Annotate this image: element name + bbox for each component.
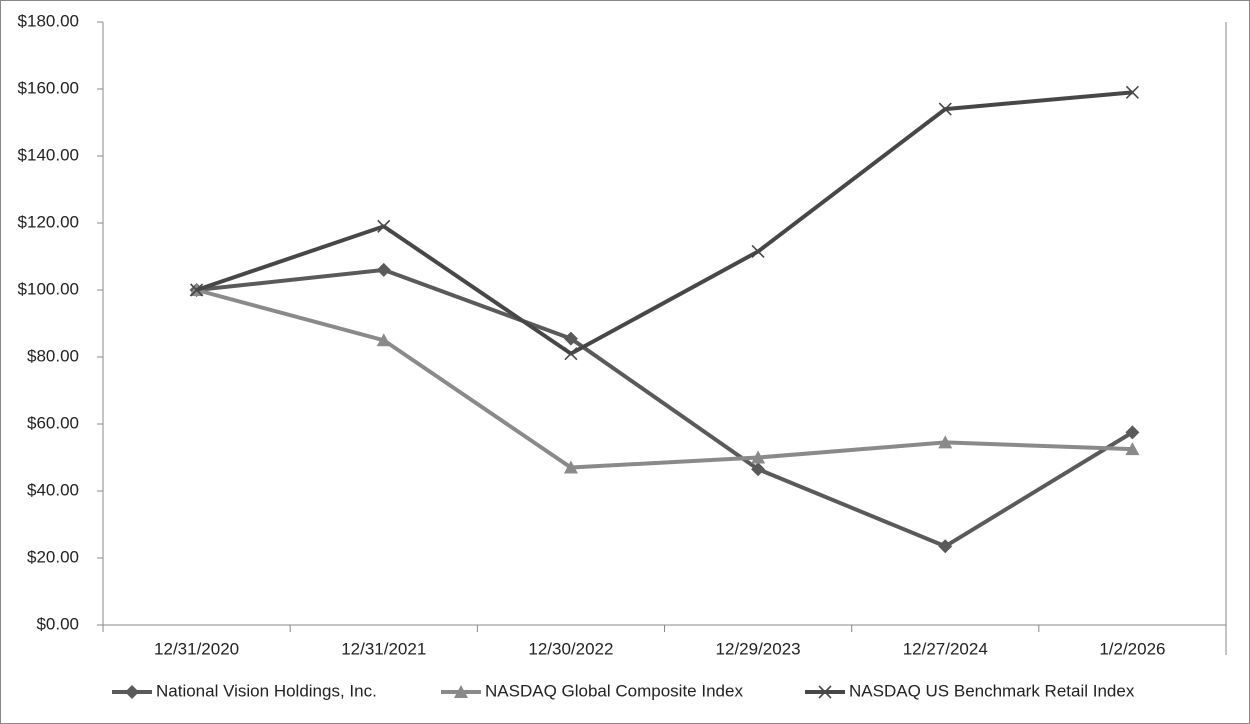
legend-marker bbox=[454, 685, 468, 698]
series-line bbox=[196, 267, 1134, 549]
x-tick-label: 12/27/2024 bbox=[903, 639, 988, 658]
legend-marker bbox=[125, 685, 139, 699]
point-marker bbox=[563, 460, 578, 474]
y-tick-label: $100.00 bbox=[18, 279, 79, 298]
y-tick-label: $40.00 bbox=[27, 480, 79, 499]
point-marker bbox=[376, 262, 391, 277]
y-tick-label: $80.00 bbox=[27, 346, 79, 365]
point-marker bbox=[1125, 425, 1140, 440]
point-marker bbox=[751, 244, 765, 259]
point-marker bbox=[377, 219, 391, 233]
x-tick-label: 12/30/2022 bbox=[528, 639, 613, 658]
series-line bbox=[195, 90, 1133, 356]
y-tick-label: $20.00 bbox=[27, 547, 79, 566]
x-tick-label: 12/31/2020 bbox=[154, 639, 239, 658]
legend-marker bbox=[818, 685, 832, 699]
point-marker bbox=[751, 450, 766, 464]
point-marker bbox=[938, 435, 953, 449]
x-tick-label: 1/2/2026 bbox=[1099, 639, 1165, 658]
y-tick-label: $0.00 bbox=[36, 614, 79, 633]
x-tick-label: 12/29/2023 bbox=[716, 639, 801, 658]
point-marker bbox=[563, 331, 578, 346]
legend-label: NASDAQ US Benchmark Retail Index bbox=[849, 681, 1135, 700]
y-tick-label: $160.00 bbox=[18, 78, 79, 97]
point-marker bbox=[1125, 442, 1140, 456]
y-tick-label: $120.00 bbox=[18, 212, 79, 231]
point-marker bbox=[190, 283, 204, 297]
point-marker bbox=[1125, 85, 1139, 99]
point-marker bbox=[376, 333, 391, 347]
point-marker bbox=[938, 539, 953, 554]
y-tick-label: $60.00 bbox=[27, 413, 79, 432]
legend-label: NASDAQ Global Composite Index bbox=[485, 681, 743, 700]
legend-label: National Vision Holdings, Inc. bbox=[156, 681, 377, 700]
point-marker bbox=[751, 462, 766, 477]
x-tick-label: 12/31/2021 bbox=[341, 639, 426, 658]
series-line bbox=[196, 288, 1133, 470]
point-marker bbox=[564, 347, 578, 361]
point-marker bbox=[938, 102, 952, 116]
y-tick-label: $180.00 bbox=[18, 11, 79, 30]
y-tick-label: $140.00 bbox=[18, 145, 79, 164]
